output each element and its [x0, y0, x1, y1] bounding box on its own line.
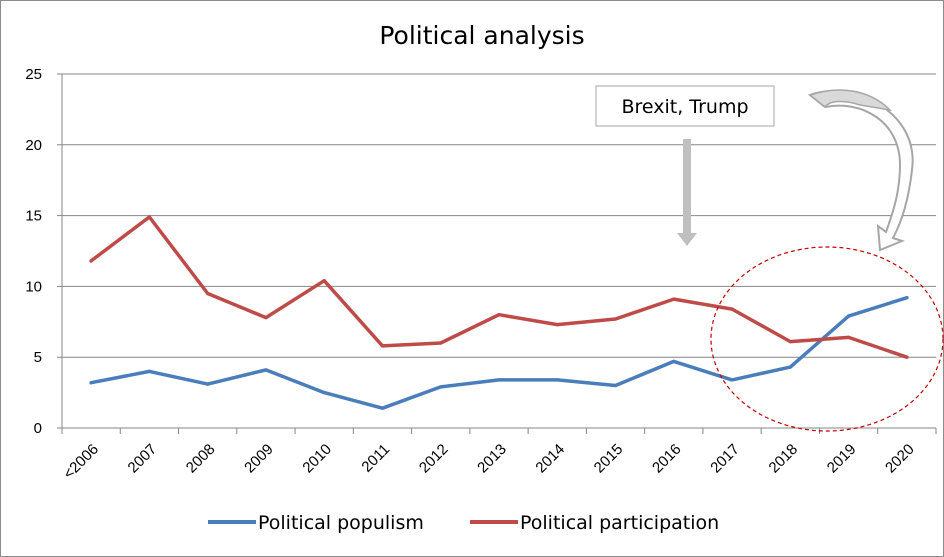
chart-title: Political analysis: [379, 21, 584, 50]
legend: Political populism Political participatio…: [208, 512, 719, 534]
x-tick-label: 2010: [299, 441, 335, 477]
data-point: [264, 368, 268, 372]
x-tick-label: 2018: [766, 441, 802, 477]
x-tick-labels: <2006 2007 2008 2009 2010 2011 2012 2013 2014 201…: [60, 441, 918, 483]
data-point: [264, 315, 268, 320]
data-point: [322, 391, 326, 395]
highlight-ellipse: [710, 246, 944, 432]
data-point: [613, 317, 618, 321]
x-tick-label: 2011: [358, 441, 393, 476]
data-point: [89, 259, 93, 263]
data-point: [672, 359, 676, 364]
x-tick-label: 2017: [707, 441, 743, 477]
data-point: [788, 365, 792, 369]
data-point: [847, 314, 851, 318]
curved-arrow-icon: [807, 89, 914, 252]
data-point: [905, 355, 909, 359]
data-point: [497, 313, 501, 317]
data-point: [555, 323, 559, 327]
data-point: [206, 291, 210, 296]
y-tick-label: 20: [25, 137, 42, 154]
data-point: [847, 335, 851, 339]
series-line-2: [89, 215, 909, 359]
down-arrow-icon: [677, 139, 697, 246]
x-tick-label: 2015: [591, 441, 627, 477]
data-point: [322, 279, 326, 283]
data-point: [439, 341, 443, 345]
x-tick-label: 2007: [125, 441, 161, 477]
annotation-box: [595, 85, 775, 127]
legend-label: Political participation: [520, 512, 719, 534]
y-tick-label: 5: [34, 349, 42, 366]
chart-axes: [61, 74, 937, 434]
y-tick-label: 15: [25, 208, 42, 225]
x-tick-label: 2008: [183, 441, 219, 477]
data-point: [672, 297, 676, 301]
data-point: [380, 344, 385, 348]
x-tick-label: <2006: [60, 441, 102, 483]
data-point: [439, 385, 443, 389]
data-point: [730, 378, 734, 382]
x-tick-label: 2009: [241, 441, 277, 477]
data-point: [497, 378, 501, 382]
x-tick-label: 2014: [532, 441, 568, 477]
data-point: [206, 382, 210, 386]
data-point: [788, 340, 792, 344]
annotation-text: Brexit, Trump: [621, 96, 748, 118]
x-tick-label: 2016: [649, 441, 685, 477]
y-tick-label: 25: [25, 66, 42, 83]
x-tick-label: 2019: [824, 441, 860, 477]
data-point: [380, 406, 385, 410]
legend-label: Political populism: [258, 512, 424, 534]
gridlines: [57, 73, 936, 429]
series-lines: [89, 215, 909, 410]
data-point: [730, 307, 734, 311]
annotation-brexit-trump: Brexit, Trump: [595, 85, 775, 246]
data-point: [147, 369, 151, 373]
x-tick-label: 2012: [416, 441, 452, 477]
y-tick-labels: 0 5 10 15 20 25: [25, 66, 42, 437]
y-tick-label: 10: [25, 278, 42, 295]
x-tick-label: 2020: [882, 441, 918, 477]
data-point: [555, 378, 559, 382]
data-point: [613, 383, 618, 388]
x-tick-label: 2013: [474, 441, 510, 477]
data-point: [89, 381, 93, 385]
data-point: [905, 296, 909, 300]
data-point: [147, 215, 151, 219]
y-tick-label: 0: [34, 420, 42, 437]
